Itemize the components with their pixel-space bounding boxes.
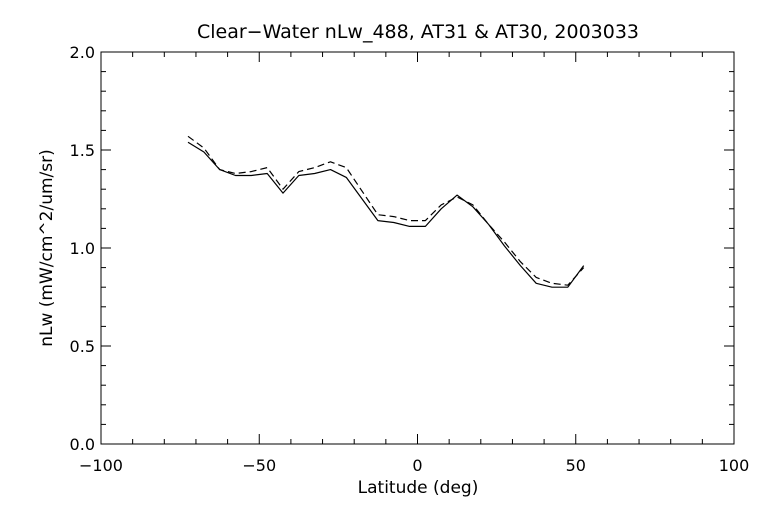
x-tick-labels: −100 −50 0 50 100 xyxy=(79,456,749,475)
series-lines xyxy=(187,135,585,288)
series-line-dashed xyxy=(187,135,585,286)
plot-frame xyxy=(100,51,735,445)
x-tick-label: −100 xyxy=(79,456,123,475)
x-axis-label: Latitude (deg) xyxy=(358,478,479,498)
x-tick-label: 50 xyxy=(566,456,586,475)
y-axis-label: nLw (mW/cm^2/um/sr) xyxy=(37,149,57,347)
axis-ticks xyxy=(100,51,735,445)
y-tick-label: 1.5 xyxy=(70,141,95,160)
x-tick-label: 100 xyxy=(719,456,750,475)
x-tick-label: 0 xyxy=(412,456,422,475)
series-line-solid xyxy=(187,141,585,288)
y-tick-label: 2.0 xyxy=(70,43,95,62)
y-tick-label: 0.5 xyxy=(70,337,95,356)
y-tick-label: 0.0 xyxy=(70,435,95,454)
y-tick-labels: 0.0 0.5 1.0 1.5 2.0 xyxy=(70,43,95,454)
x-tick-label: −50 xyxy=(242,456,276,475)
chart-title: Clear−Water nLw_488, AT31 & AT30, 200303… xyxy=(197,21,639,43)
y-tick-label: 1.0 xyxy=(70,239,95,258)
